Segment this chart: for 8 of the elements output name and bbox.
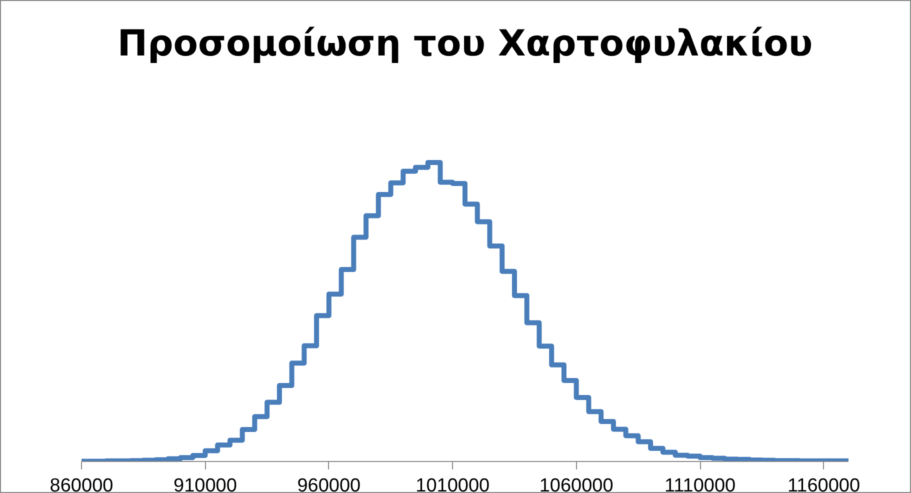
x-tick-label: 1060000: [539, 476, 614, 493]
x-tick-label: 1110000: [664, 476, 736, 493]
x-tick-label: 960000: [297, 476, 361, 493]
x-tick-label: 1010000: [416, 476, 490, 493]
chart-title: Προσομοίωση του Χαρτοφυλακίου: [117, 24, 813, 64]
x-tick-label: 1160000: [787, 476, 860, 493]
x-tick-label: 860000: [50, 476, 114, 493]
x-tick-label: 910000: [174, 476, 237, 493]
